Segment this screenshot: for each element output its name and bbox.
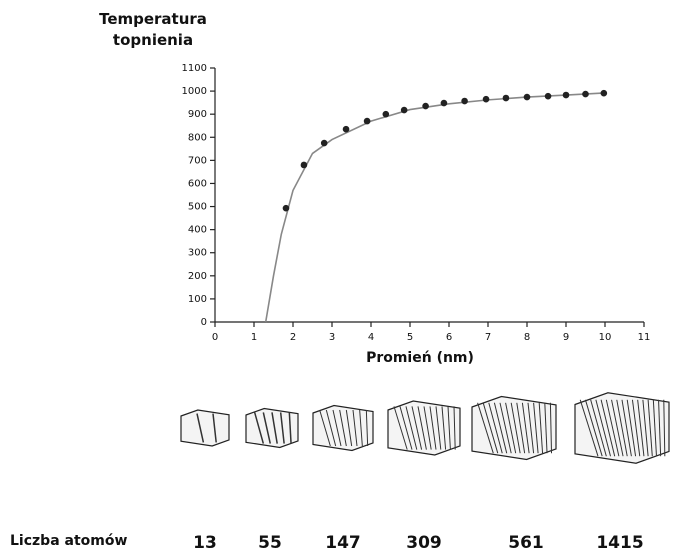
data-point xyxy=(524,94,531,101)
x-axis-label: Promień (nm) xyxy=(366,350,474,366)
data-point xyxy=(401,107,408,114)
x-tick-label: 2 xyxy=(290,332,296,343)
cluster-icon xyxy=(246,409,298,448)
data-point xyxy=(503,95,510,102)
x-tick-label: 6 xyxy=(446,332,452,343)
y-tick-label: 300 xyxy=(188,248,207,259)
y-tick-label: 600 xyxy=(188,178,207,189)
x-tick-label: 3 xyxy=(329,332,335,343)
data-point xyxy=(461,98,468,105)
data-point xyxy=(483,96,490,103)
y-tick-label: 700 xyxy=(188,155,207,166)
x-tick-label: 9 xyxy=(563,332,569,343)
data-point xyxy=(545,93,552,100)
data-point xyxy=(364,118,371,125)
y-tick-label: 900 xyxy=(188,109,207,120)
data-point xyxy=(422,103,429,110)
y-tick-label: 800 xyxy=(188,132,207,143)
curve xyxy=(266,93,605,322)
cluster-outline xyxy=(181,410,229,446)
y-tick-label: 100 xyxy=(188,294,207,305)
y-tick-label: 1100 xyxy=(182,63,207,74)
cluster-icon xyxy=(472,397,556,460)
data-point xyxy=(343,126,350,133)
atom-count: 561 xyxy=(508,533,544,551)
y-tick-label: 500 xyxy=(188,202,207,213)
y-tick-label: 400 xyxy=(188,225,207,236)
x-tick-label: 4 xyxy=(368,332,374,343)
x-tick-label: 8 xyxy=(524,332,530,343)
y-tick-label: 0 xyxy=(201,317,207,328)
atom-count: 55 xyxy=(258,533,282,551)
cluster-icon xyxy=(313,406,373,451)
x-tick-label: 10 xyxy=(599,332,612,343)
data-point xyxy=(383,111,390,118)
atom-count: 309 xyxy=(406,533,442,551)
data-point xyxy=(582,91,589,98)
data-point xyxy=(301,162,308,169)
y-tick-label: 1000 xyxy=(182,86,207,97)
cluster-label: Liczba atomów xyxy=(10,533,127,549)
cluster-icon xyxy=(575,393,669,464)
atom-count: 147 xyxy=(325,533,361,551)
y-tick-label: 200 xyxy=(188,271,207,282)
cluster-icon xyxy=(181,410,229,446)
atom-count: 13 xyxy=(193,533,217,551)
x-tick-label: 1 xyxy=(251,332,257,343)
data-point xyxy=(601,90,608,97)
cluster-icon xyxy=(388,401,460,455)
data-point xyxy=(563,92,570,99)
data-point xyxy=(441,100,448,107)
atom-count: 1415 xyxy=(596,533,643,551)
x-tick-label: 5 xyxy=(407,332,413,343)
data-point xyxy=(283,205,290,212)
page: {"chart_data": {"type": "scatter", "ylab… xyxy=(0,0,675,551)
x-tick-label: 7 xyxy=(485,332,491,343)
x-tick-label: 0 xyxy=(212,332,218,343)
data-point xyxy=(321,140,328,147)
x-tick-label: 11 xyxy=(638,332,651,343)
chart: 0 100 200 300 400 500 600 700 800 900 1000 1100 0 1 2 3… xyxy=(0,0,675,551)
